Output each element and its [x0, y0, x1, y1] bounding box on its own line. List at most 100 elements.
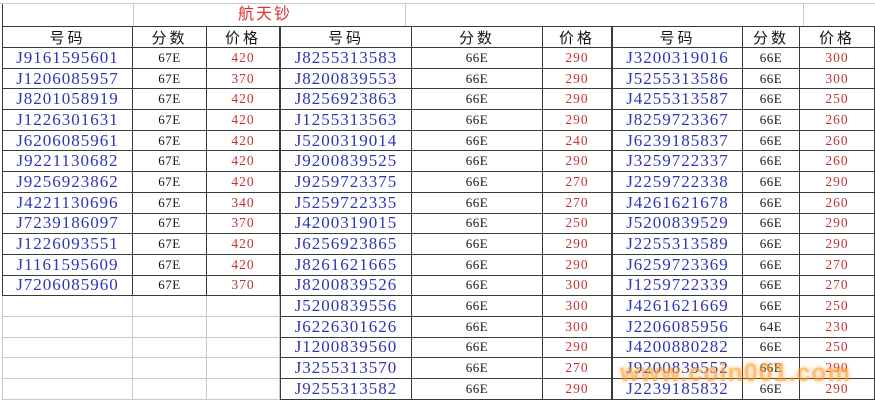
cell-number[interactable]: J3200319016: [612, 48, 743, 69]
cell-grade[interactable]: 66E: [743, 358, 800, 379]
cell-price[interactable]: 270: [800, 275, 875, 297]
cell-grade[interactable]: 66E: [743, 151, 800, 173]
header-number[interactable]: 号码: [280, 26, 412, 48]
cell-number[interactable]: J8200839553: [280, 68, 412, 90]
cell-number[interactable]: J5259722335: [280, 192, 412, 214]
cell-price[interactable]: 300: [543, 296, 612, 317]
cell-number[interactable]: J1255313563: [280, 110, 412, 131]
cell-grade[interactable]: 67E: [133, 68, 207, 90]
cell-grade[interactable]: 66E: [412, 110, 543, 131]
cell-number[interactable]: J6239185837: [612, 130, 743, 152]
empty-cell[interactable]: [133, 337, 207, 359]
cell-price[interactable]: 290: [543, 110, 612, 131]
cell-grade[interactable]: 67E: [133, 89, 207, 111]
cell-price[interactable]: 290: [543, 254, 612, 276]
cell-grade[interactable]: 66E: [412, 151, 543, 173]
empty-cell[interactable]: [207, 358, 280, 379]
header-number[interactable]: 号码: [612, 26, 743, 48]
empty-cell[interactable]: [2, 316, 133, 338]
cell-price[interactable]: 420: [207, 172, 280, 193]
cell-number[interactable]: J9256923862: [2, 172, 133, 193]
cell-grade[interactable]: 66E: [412, 358, 543, 379]
cell-grade[interactable]: 64E: [743, 316, 800, 338]
cell-grade[interactable]: 66E: [743, 130, 800, 152]
cell-number[interactable]: J1259722339: [612, 275, 743, 297]
cell-number[interactable]: J3259722337: [612, 151, 743, 173]
cell-price[interactable]: 290: [543, 151, 612, 173]
cell-grade[interactable]: 67E: [133, 254, 207, 276]
cell-price[interactable]: 290: [543, 234, 612, 255]
empty-cell[interactable]: [2, 358, 133, 379]
cell-price[interactable]: 370: [207, 275, 280, 297]
empty-cell[interactable]: [207, 316, 280, 338]
cell-number[interactable]: J8261621665: [280, 254, 412, 276]
cell-number[interactable]: J9161595601: [2, 48, 133, 69]
cell-grade[interactable]: 66E: [743, 192, 800, 214]
cell-price[interactable]: 300: [543, 316, 612, 338]
cell-price[interactable]: 420: [207, 110, 280, 131]
cell-price[interactable]: 290: [543, 68, 612, 90]
empty-cell[interactable]: [207, 379, 280, 400]
cell-number[interactable]: J6206085961: [2, 130, 133, 152]
header-grade[interactable]: 分数: [133, 26, 207, 48]
cell-price[interactable]: 290: [543, 379, 612, 400]
cell-price[interactable]: 250: [800, 337, 875, 359]
cell-grade[interactable]: 66E: [743, 110, 800, 131]
cell-price[interactable]: 260: [800, 151, 875, 173]
header-grade[interactable]: 分数: [743, 26, 800, 48]
cell-number[interactable]: J2206085956: [612, 316, 743, 338]
cell-number[interactable]: J5255313586: [612, 68, 743, 90]
cell-number[interactable]: J9259723375: [280, 172, 412, 193]
cell-number[interactable]: J1200839560: [280, 337, 412, 359]
header-price[interactable]: 价格: [543, 26, 612, 48]
cell-price[interactable]: 420: [207, 48, 280, 69]
cell-number[interactable]: J3255313570: [280, 358, 412, 379]
cell-number[interactable]: J2239185832: [612, 379, 743, 400]
empty-cell[interactable]: [133, 316, 207, 338]
cell-number[interactable]: J1161595609: [2, 254, 133, 276]
cell-price[interactable]: 290: [800, 213, 875, 235]
cell-grade[interactable]: 66E: [412, 172, 543, 193]
cell-grade[interactable]: 66E: [743, 89, 800, 111]
empty-cell[interactable]: [133, 379, 207, 400]
cell-grade[interactable]: 67E: [133, 275, 207, 297]
cell-number[interactable]: J1226301631: [2, 110, 133, 131]
cell-number[interactable]: J4200319015: [280, 213, 412, 235]
cell-grade[interactable]: 66E: [743, 296, 800, 317]
cell-price[interactable]: 250: [543, 213, 612, 235]
cell-grade[interactable]: 66E: [412, 379, 543, 400]
cell-price[interactable]: 270: [543, 192, 612, 214]
cell-price[interactable]: 420: [207, 89, 280, 111]
empty-cell[interactable]: [2, 379, 133, 400]
cell-grade[interactable]: 67E: [133, 151, 207, 173]
cell-number[interactable]: J9200839525: [280, 151, 412, 173]
cell-price[interactable]: 260: [800, 192, 875, 214]
cell-grade[interactable]: 67E: [133, 130, 207, 152]
cell-price[interactable]: 420: [207, 254, 280, 276]
cell-grade[interactable]: 66E: [412, 192, 543, 214]
cell-grade[interactable]: 67E: [133, 172, 207, 193]
cell-grade[interactable]: 66E: [412, 254, 543, 276]
cell-number[interactable]: J5200319014: [280, 130, 412, 152]
cell-number[interactable]: J9255313582: [280, 379, 412, 400]
cell-price[interactable]: 290: [800, 234, 875, 255]
cell-number[interactable]: J1206085957: [2, 68, 133, 90]
cell-price[interactable]: 420: [207, 130, 280, 152]
cell-number[interactable]: J1226093551: [2, 234, 133, 255]
cell-price[interactable]: 290: [543, 337, 612, 359]
cell-grade[interactable]: 66E: [412, 213, 543, 235]
cell-number[interactable]: J8200839526: [280, 275, 412, 297]
cell-grade[interactable]: 67E: [133, 110, 207, 131]
cell-grade[interactable]: 66E: [412, 316, 543, 338]
cell-grade[interactable]: 66E: [743, 254, 800, 276]
cell-price[interactable]: 270: [800, 254, 875, 276]
cell-price[interactable]: 340: [207, 192, 280, 214]
cell-price[interactable]: 370: [207, 68, 280, 90]
header-number[interactable]: 号码: [2, 26, 133, 48]
cell-price[interactable]: 260: [800, 130, 875, 152]
cell-number[interactable]: J5200839556: [280, 296, 412, 317]
cell-grade[interactable]: 66E: [412, 296, 543, 317]
cell-number[interactable]: J6259723369: [612, 254, 743, 276]
header-price[interactable]: 价格: [207, 26, 280, 48]
cell-price[interactable]: 290: [800, 172, 875, 193]
